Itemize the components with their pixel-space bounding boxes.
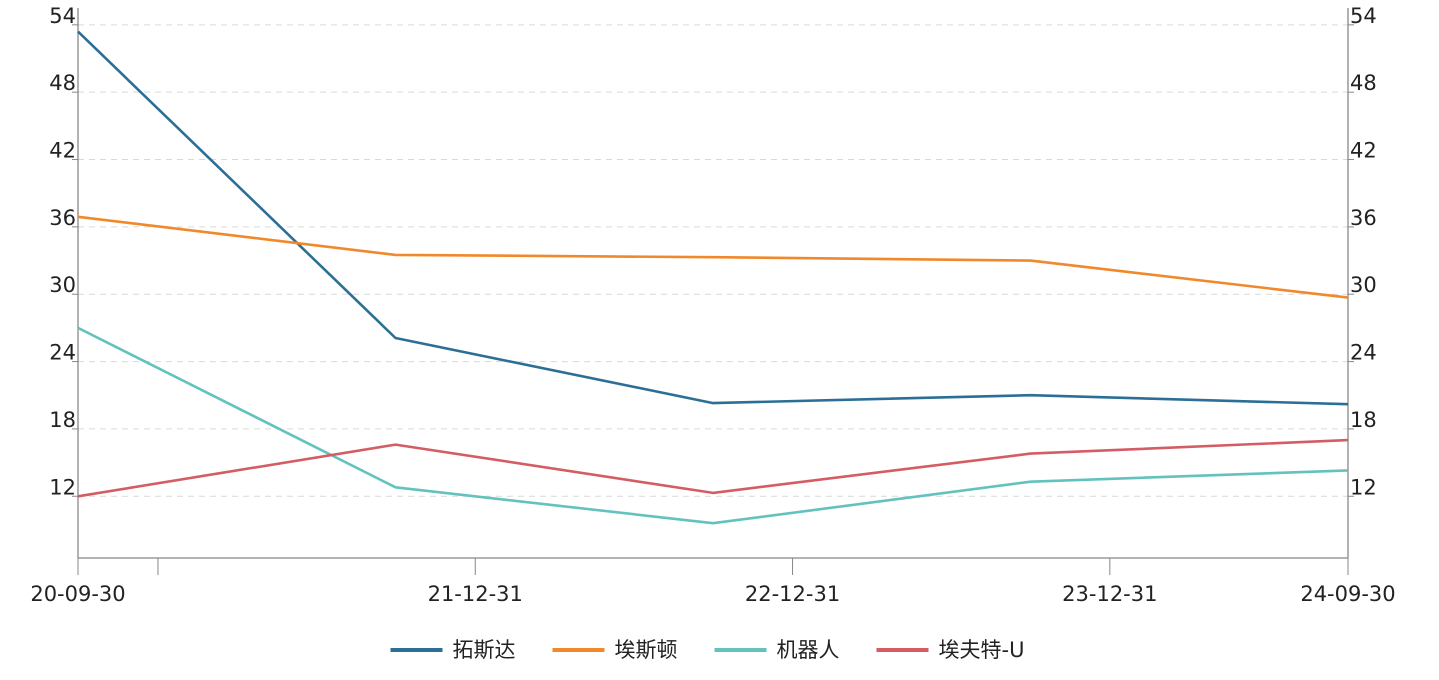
y-tick-label: 12 xyxy=(49,475,76,499)
series-line-埃夫特-U xyxy=(77,438,1349,498)
y-right-tick-label: 12 xyxy=(1350,475,1377,499)
series-line-埃斯顿 xyxy=(77,215,1349,299)
gridlines xyxy=(78,24,1348,497)
legend-label: 拓斯达 xyxy=(453,638,516,662)
legend-label: 埃夫特-U xyxy=(939,638,1025,662)
legend-item: 拓斯达 xyxy=(390,638,516,662)
y-right-tick-label: 30 xyxy=(1350,273,1377,297)
legend-item: 埃夫特-U xyxy=(876,638,1025,662)
y-tick-label: 24 xyxy=(49,341,76,365)
y-right-tick-label: 42 xyxy=(1350,139,1377,163)
y-tick-label: 42 xyxy=(49,139,76,163)
y-right-tick-label: 54 xyxy=(1350,4,1377,28)
x-tick-label: 20-09-30 xyxy=(30,582,125,606)
x-tick-label: 24-09-30 xyxy=(1300,582,1395,606)
y-right-tick-label: 48 xyxy=(1350,71,1377,95)
y-right-tick-label: 18 xyxy=(1350,408,1377,432)
legend: 拓斯达 埃斯顿 机器人 埃夫特-U xyxy=(390,638,1025,662)
legend-label: 埃斯顿 xyxy=(615,638,678,662)
legend-item: 机器人 xyxy=(714,638,840,662)
y-tick-label: 54 xyxy=(49,4,76,28)
y-right-tick-label: 24 xyxy=(1350,341,1377,365)
series-line-机器人 xyxy=(77,326,1349,525)
y-tick-label: 48 xyxy=(49,71,76,95)
legend-item: 埃斯顿 xyxy=(552,638,678,662)
x-tick-label: 22-12-31 xyxy=(745,582,840,606)
series-lines xyxy=(77,30,1349,525)
series-line-拓斯达 xyxy=(77,30,1349,406)
y-tick-label: 18 xyxy=(49,408,76,432)
y-tick-label: 30 xyxy=(49,273,76,297)
x-tick-label: 21-12-31 xyxy=(428,582,523,606)
x-tick-label: 23-12-31 xyxy=(1062,582,1157,606)
legend-label: 机器人 xyxy=(777,638,840,662)
y-tick-label: 36 xyxy=(49,206,76,230)
y-right-tick-label: 36 xyxy=(1350,206,1377,230)
axes: 12 12 18 18 24 24 30 30 36 36 42 42 48 48 54 54 20-09-30… xyxy=(30,4,1395,606)
